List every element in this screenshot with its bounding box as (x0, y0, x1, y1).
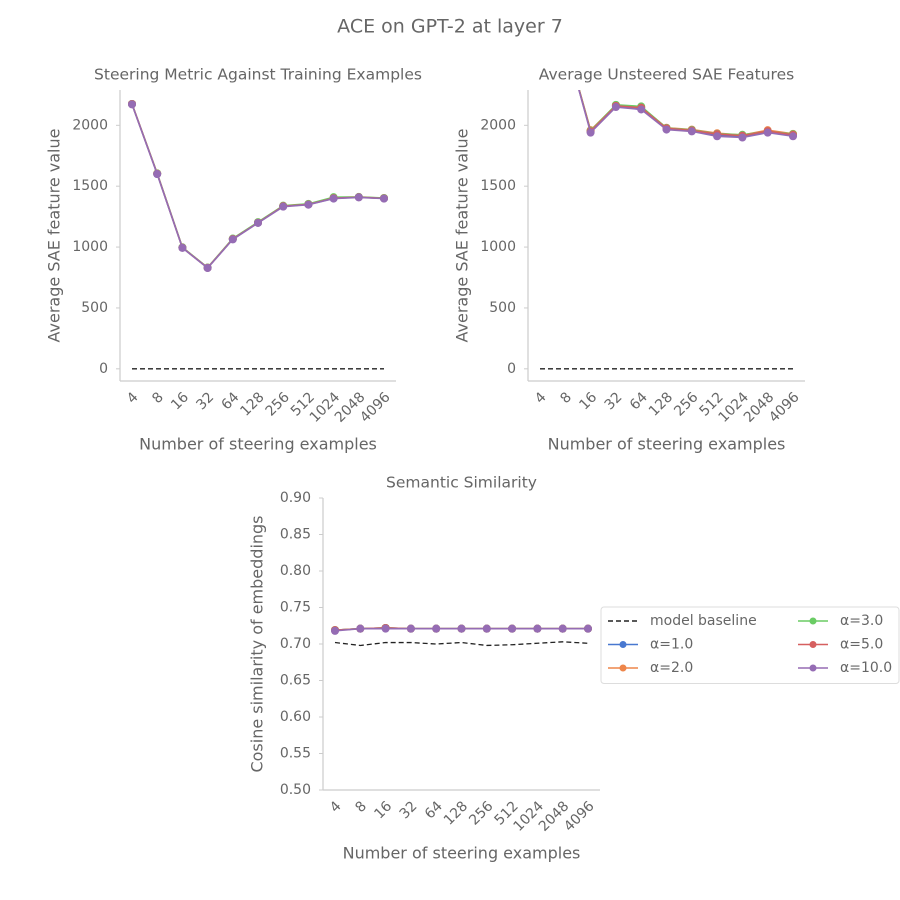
y-tick-label: 500 (489, 300, 516, 316)
y-tick-label: 0.50 (280, 782, 311, 798)
legend-marker (619, 641, 627, 648)
marker (558, 624, 567, 633)
marker (254, 218, 262, 227)
y-tick-label: 0 (99, 361, 108, 377)
legend-label: α=5.0 (840, 637, 883, 653)
y-tick-label: 0.55 (280, 746, 311, 762)
y-tick-label: 2000 (72, 117, 108, 133)
marker (178, 243, 187, 252)
y-tick-label: 1000 (480, 239, 516, 255)
subplot: Semantic Similarity Number of steering ex… (248, 474, 900, 863)
y-tick-label: 0.75 (280, 600, 311, 616)
y-axis-label: Average SAE feature value (453, 129, 472, 343)
y-axis-label: Cosine similarity of embeddings (248, 515, 267, 772)
marker (586, 128, 595, 137)
y-tick-label: 1000 (72, 239, 108, 255)
marker (763, 128, 772, 137)
y-tick-label: 1500 (480, 178, 516, 194)
y-tick-label: 0.60 (280, 709, 311, 725)
legend-marker (809, 664, 817, 672)
marker (329, 194, 338, 203)
y-tick-label: 0.90 (280, 490, 311, 506)
legend-marker (809, 641, 817, 648)
baseline-line (334, 641, 589, 647)
marker (611, 103, 620, 112)
legend-box (600, 606, 900, 684)
x-axis-label: Number of steering examples (343, 844, 581, 863)
marker (687, 127, 696, 136)
x-axis-label: Number of steering examples (548, 435, 786, 454)
subplot-title: Steering Metric Against Training Example… (94, 66, 422, 84)
subplot-title: Average Unsteered SAE Features (539, 66, 794, 84)
y-tick-label: 0.65 (280, 673, 311, 689)
y-tick-label: 0 (507, 361, 516, 377)
marker (356, 624, 365, 633)
marker (279, 202, 288, 211)
marker (662, 125, 671, 134)
marker (637, 105, 646, 114)
legend-marker (619, 664, 627, 672)
marker (482, 624, 491, 633)
legend-label: α=2.0 (650, 660, 693, 676)
subplot: Average Unsteered SAE Features Number of … (453, 66, 805, 454)
y-tick-label: 2000 (480, 117, 516, 133)
y-tick-label: 0.85 (280, 527, 311, 543)
marker (380, 194, 388, 203)
marker (304, 200, 313, 209)
legend-label: α=1.0 (650, 637, 693, 653)
marker (533, 624, 542, 633)
y-tick-label: 0.70 (280, 636, 311, 652)
marker (128, 100, 136, 109)
marker (738, 133, 747, 142)
figure-title: ACE on GPT-2 at layer 7 (337, 16, 563, 38)
marker (228, 235, 237, 244)
plot-area (128, 100, 388, 370)
marker (508, 624, 517, 633)
marker (153, 170, 162, 179)
legend-label: α=3.0 (840, 613, 883, 629)
marker (432, 624, 441, 633)
marker (713, 132, 722, 141)
legend-marker (809, 617, 817, 625)
marker (457, 624, 466, 633)
plot-area (331, 623, 592, 647)
marker (406, 624, 415, 633)
marker (203, 264, 212, 273)
marker (789, 132, 797, 141)
y-tick-label: 1500 (72, 178, 108, 194)
y-axis-label: Average SAE feature value (45, 129, 64, 343)
marker (584, 624, 592, 633)
marker (381, 624, 390, 633)
plot-area (540, 90, 797, 370)
subplot-title: Semantic Similarity (386, 474, 537, 492)
y-tick-label: 500 (81, 300, 108, 316)
y-tick-label: 0.80 (280, 563, 311, 579)
marker (354, 193, 363, 202)
x-axis-label: Number of steering examples (139, 435, 377, 454)
legend-label: α=10.0 (840, 660, 892, 676)
marker (331, 626, 339, 635)
legend-label: model baseline (650, 613, 757, 629)
